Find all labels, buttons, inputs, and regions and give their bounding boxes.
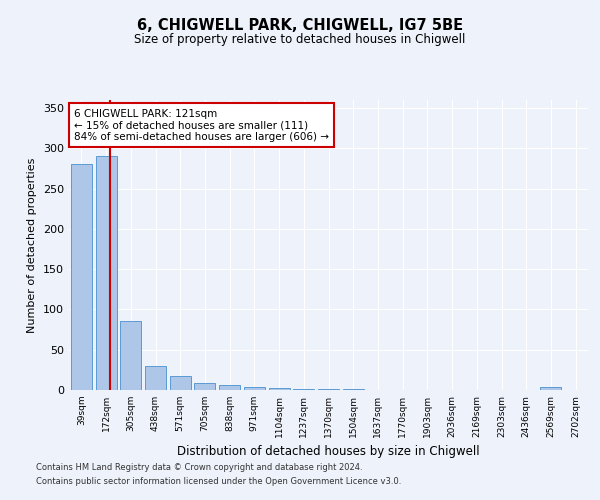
Text: Size of property relative to detached houses in Chigwell: Size of property relative to detached ho…	[134, 32, 466, 46]
Y-axis label: Number of detached properties: Number of detached properties	[28, 158, 37, 332]
Bar	[343, 389, 364, 390]
Text: Contains public sector information licensed under the Open Government Licence v3: Contains public sector information licen…	[36, 478, 401, 486]
Bar	[219, 385, 240, 390]
Bar	[145, 366, 166, 390]
Bar	[194, 383, 215, 390]
Bar	[244, 387, 265, 390]
Text: 6 CHIGWELL PARK: 121sqm
← 15% of detached houses are smaller (111)
84% of semi-d: 6 CHIGWELL PARK: 121sqm ← 15% of detache…	[74, 108, 329, 142]
Bar	[293, 389, 314, 390]
Bar	[71, 164, 92, 390]
Text: 6, CHIGWELL PARK, CHIGWELL, IG7 5BE: 6, CHIGWELL PARK, CHIGWELL, IG7 5BE	[137, 18, 463, 32]
Bar	[95, 156, 116, 390]
Bar	[170, 376, 191, 390]
Bar	[269, 388, 290, 390]
Text: Contains HM Land Registry data © Crown copyright and database right 2024.: Contains HM Land Registry data © Crown c…	[36, 462, 362, 471]
Bar	[318, 389, 339, 390]
Bar	[541, 387, 562, 390]
X-axis label: Distribution of detached houses by size in Chigwell: Distribution of detached houses by size …	[177, 446, 480, 458]
Bar	[120, 320, 141, 390]
